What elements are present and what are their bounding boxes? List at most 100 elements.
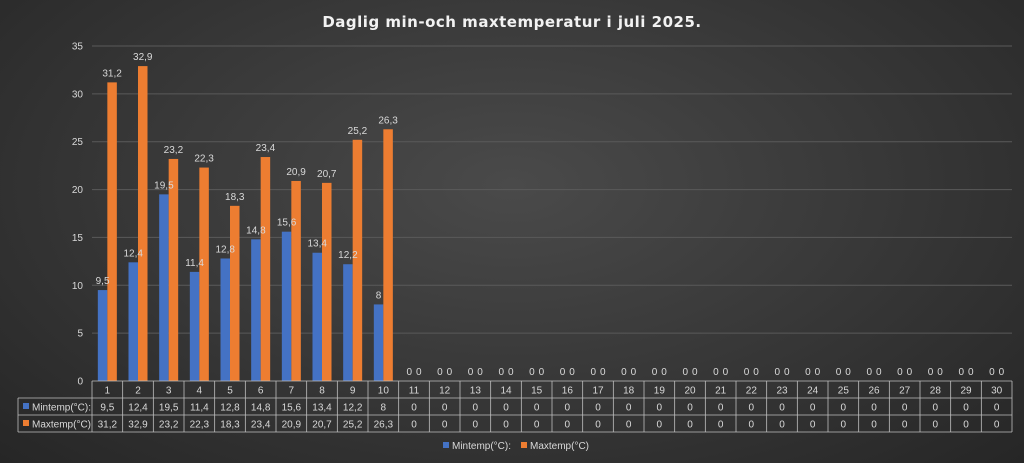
table-row-label: Maxtemp(°C): [32, 420, 91, 431]
table-cell: 0: [779, 420, 785, 431]
table-cell: 0: [841, 420, 847, 431]
category-label: 1: [105, 386, 111, 397]
max-data-label: 0: [508, 367, 514, 378]
min-data-label: 0: [744, 367, 750, 378]
table-cell: 20,7: [312, 420, 332, 431]
category-label: 17: [592, 386, 604, 397]
category-label: 3: [166, 386, 172, 397]
table-cell: 0: [534, 403, 540, 414]
table-cell: 0: [994, 403, 1000, 414]
max-bar: [383, 129, 393, 381]
max-data-label: 0: [937, 367, 943, 378]
max-data-label: 25,2: [348, 126, 368, 137]
max-data-label: 0: [539, 367, 545, 378]
table-cell: 0: [994, 420, 1000, 431]
min-data-label: 0: [560, 367, 566, 378]
max-bar: [230, 205, 240, 381]
min-bar: [189, 271, 200, 381]
max-bar: [107, 82, 117, 381]
category-label: 14: [500, 386, 512, 397]
table-cell: 8: [381, 403, 387, 414]
category-label: 11: [409, 386, 420, 397]
max-data-label: 23,4: [256, 143, 276, 154]
table-cell: 12,8: [220, 403, 240, 414]
table-cell: 9,5: [100, 403, 114, 414]
category-label: 30: [991, 386, 1003, 397]
category-label: 6: [258, 386, 264, 397]
category-label: 9: [350, 386, 356, 397]
legend-swatch: [521, 442, 527, 448]
category-label: 27: [899, 386, 911, 397]
y-tick-label: 25: [72, 137, 84, 148]
table-cell: 22,3: [190, 420, 210, 431]
category-label: 8: [319, 386, 325, 397]
legend-label: Mintemp(°C):: [452, 441, 511, 452]
category-label: 24: [807, 386, 819, 397]
legend-swatch: [443, 442, 449, 448]
min-bar: [251, 239, 261, 381]
min-data-label: 0: [928, 367, 934, 378]
min-bar: [159, 194, 169, 381]
min-data-label: 0: [621, 367, 627, 378]
table-cell: 32,9: [128, 420, 148, 431]
table-cell: 0: [442, 403, 448, 414]
max-data-label: 0: [416, 367, 422, 378]
category-label: 22: [746, 386, 758, 397]
min-data-label: 12,8: [216, 244, 236, 255]
legend-label: Maxtemp(°C): [530, 441, 589, 452]
table-cell: 0: [871, 403, 877, 414]
y-tick-label: 10: [72, 281, 84, 292]
table-cell: 20,9: [282, 420, 302, 431]
table-cell: 26,3: [374, 420, 394, 431]
min-data-label: 0: [498, 367, 504, 378]
category-label: 10: [378, 386, 390, 397]
data-table: 1 2 3 4 5 6 7 8 9 10 11 12 13 14 15 16 17 18 19 20 21 22 23 24 2…: [17, 380, 1013, 433]
y-tick-label: 20: [72, 185, 84, 196]
table-cell: 13,4: [312, 403, 332, 414]
max-data-label: 0: [600, 367, 606, 378]
max-data-label: 0: [815, 367, 821, 378]
table-row-label: Mintemp(°C):: [32, 403, 91, 414]
table-cell: 0: [565, 420, 571, 431]
chart-title: Daglig min-och maxtemperatur i juli 2025…: [322, 13, 701, 31]
table-cell: 0: [626, 420, 632, 431]
category-label: 4: [197, 386, 203, 397]
min-data-label: 0: [866, 367, 872, 378]
table-cell: 18,3: [220, 420, 240, 431]
category-label: 25: [838, 386, 850, 397]
category-label: 7: [289, 386, 295, 397]
category-label: 13: [470, 386, 482, 397]
table-cell: 0: [503, 420, 509, 431]
max-data-label: 0: [876, 367, 882, 378]
min-data-label: 14,8: [246, 225, 266, 236]
table-cell: 12,2: [343, 403, 363, 414]
table-cell: 0: [749, 403, 755, 414]
category-label: 21: [715, 386, 727, 397]
bars: [97, 66, 393, 381]
max-bar: [352, 139, 363, 381]
category-label: 2: [135, 386, 141, 397]
data-labels: 9,512,419,511,412,814,815,613,412,280 0 0 0…: [96, 52, 1005, 378]
y-tick-label: 0: [77, 377, 83, 388]
table-cell: 0: [963, 403, 969, 414]
table-cell: 0: [687, 403, 693, 414]
category-label: 15: [531, 386, 543, 397]
max-bar: [138, 66, 148, 381]
category-label: 26: [868, 386, 880, 397]
min-data-label: 0: [652, 367, 658, 378]
category-label: 28: [930, 386, 942, 397]
table-cell: 0: [473, 403, 479, 414]
y-axis: 0 5 10 15 20 25 30 35: [72, 42, 84, 388]
table-cell: 23,4: [251, 420, 271, 431]
table-cell: 23,2: [159, 420, 179, 431]
min-data-label: 0: [682, 367, 688, 378]
min-data-label: 0: [468, 367, 474, 378]
min-data-label: 9,5: [96, 276, 110, 287]
min-data-label: 0: [836, 367, 842, 378]
min-data-label: 0: [774, 367, 780, 378]
table-cell: 0: [779, 403, 785, 414]
max-data-label: 18,3: [225, 192, 245, 203]
table-cell: 0: [871, 420, 877, 431]
min-bar: [281, 231, 292, 381]
